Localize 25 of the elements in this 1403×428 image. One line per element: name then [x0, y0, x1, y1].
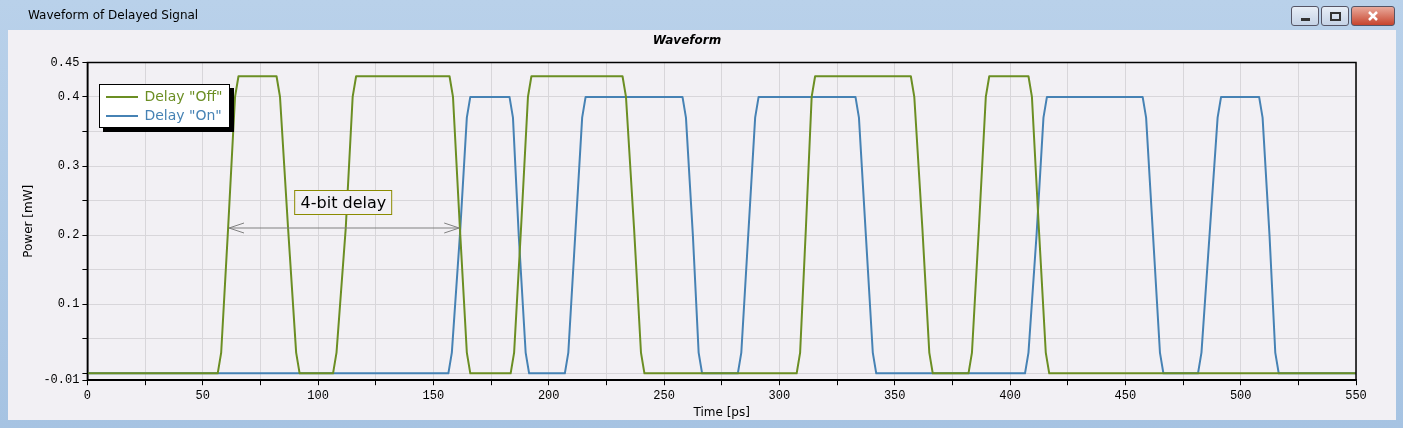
legend-label: Delay "On" — [144, 106, 222, 126]
x-tick-label: 250 — [653, 388, 675, 403]
x-tick-label: 350 — [883, 388, 906, 403]
x-tick-label: 500 — [1229, 388, 1252, 403]
y-tick-label: -0.01 — [43, 373, 80, 388]
y-tick-label: 0.1 — [57, 297, 80, 312]
y-tick-label: 0.2 — [57, 228, 80, 243]
x-tick-label: 550 — [1345, 388, 1367, 403]
x-tick-label: 400 — [999, 388, 1021, 403]
y-tick-label: 0.45 — [50, 55, 80, 70]
legend-label: Delay "Off" — [144, 87, 223, 107]
x-tick-label: 450 — [1114, 388, 1137, 403]
y-tick-label: 0.3 — [57, 159, 80, 174]
x-tick-label: 150 — [422, 388, 445, 403]
chart-title: Waveform of Delayed Signal — [28, 8, 199, 22]
y-tick-label: 0.4 — [57, 90, 80, 105]
x-axis-title: Time [ps] — [692, 404, 750, 419]
x-tick-label: 0 — [83, 388, 92, 403]
annotation: 4-bit delay — [294, 190, 393, 216]
x-tick-label: 300 — [768, 388, 791, 403]
x-tick-label: 50 — [195, 388, 210, 403]
x-tick-label: 100 — [307, 388, 329, 403]
y-axis-title: Power [mW] — [21, 184, 36, 258]
x-tick-label: 200 — [537, 388, 560, 403]
chart-subtitle: Waveform — [652, 33, 722, 48]
